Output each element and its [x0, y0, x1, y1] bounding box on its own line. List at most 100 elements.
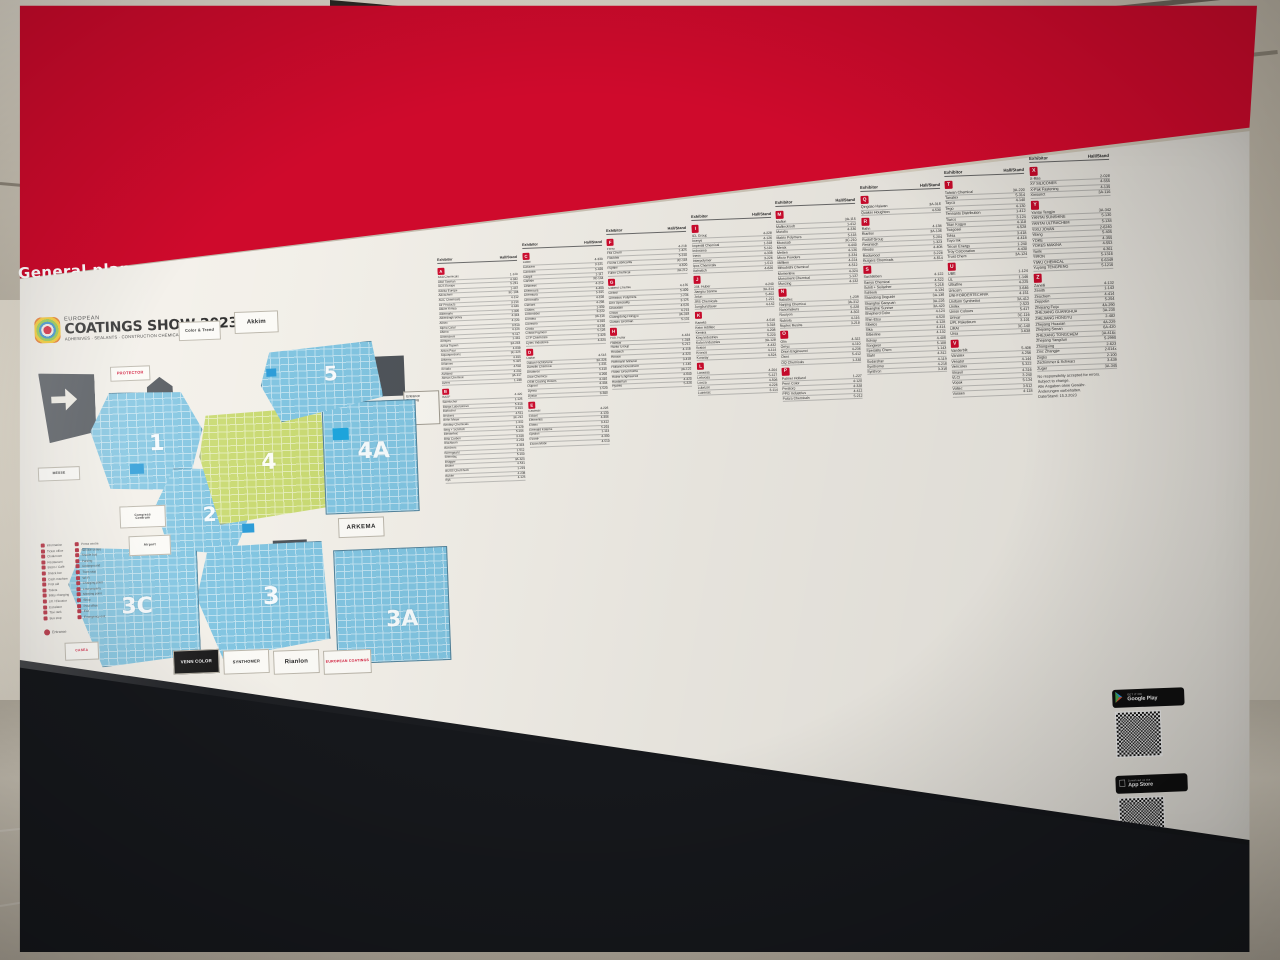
exhibitor-name: Hallstar: [610, 340, 622, 345]
legend-label: Shuttle bus: [81, 552, 98, 558]
exhibitor-stand: 1-143: [936, 345, 946, 351]
hall-4[interactable]: 4: [198, 407, 330, 526]
legend-item: Wi-Fi: [76, 575, 103, 580]
legend-item: Snack bar: [41, 571, 69, 576]
hall-3A[interactable]: 3A: [333, 546, 452, 665]
exhibitor-stand: 1-513: [763, 260, 773, 266]
exhibitor-stand: 4-412: [853, 388, 863, 393]
hall-4A[interactable]: 4A: [321, 399, 420, 515]
exhibitor-name: Cytec Industries: [525, 341, 549, 346]
sponsor-logo-akkim[interactable]: Akkim: [233, 310, 279, 334]
exhibitor-name: Gustav Grolman: [609, 320, 634, 325]
legend-label: Parking: [81, 558, 93, 563]
highlighted-stand[interactable]: [266, 368, 277, 377]
exhibitor-row[interactable]: Ursa 3-638: [950, 329, 1031, 338]
exhibitor-name: Rutgers Chemicals: [862, 257, 893, 263]
exhibitor-stand: 4-136: [847, 247, 858, 252]
exhibitor-name: Heubach: [610, 350, 624, 355]
exhibitor-row[interactable]: Trust Chem 3A-124: [947, 252, 1028, 262]
sponsor-logo-casea[interactable]: CASEA: [64, 641, 100, 661]
exhibitor-name: Yuyang TENGFENG: [1032, 264, 1069, 271]
exhibitor-stand: 4-524: [767, 352, 777, 357]
exhibitor-stand: 4-640: [683, 371, 692, 376]
section-letter-badge: Y: [1030, 200, 1040, 210]
exhibitor-stand: 3A-312: [847, 299, 860, 305]
section-letter-badge: J: [692, 275, 701, 284]
sponsor-logo-color-trend[interactable]: Color & Trend: [178, 320, 221, 342]
exhibitor-stand: 5-130: [1100, 213, 1111, 218]
exhibitor-stand: 4-555: [1099, 179, 1110, 184]
exhibitor-name: Albemarle: [439, 312, 453, 316]
legend-item: Bistro / Café: [41, 565, 69, 570]
exhibitor-stand: 4-336: [847, 226, 857, 232]
exhibitor-stand: 4-110: [851, 341, 861, 346]
sponsor-logo-venn-color[interactable]: VENN COLOR: [172, 648, 220, 675]
exhibitor-stand: 1-239: [849, 294, 859, 299]
sponsor-logo-european-coatings[interactable]: EUROPEAN COATINGS: [322, 649, 372, 675]
exhibitor-stand: 3-439: [1106, 357, 1117, 363]
map-note-box[interactable]: Airport: [128, 534, 172, 557]
exhibitor-stand: 3A-416c: [1100, 330, 1116, 335]
sponsor-logo-protector[interactable]: PROTECTOR: [109, 365, 151, 382]
legend-icon: [76, 570, 81, 575]
exhibitor-name: Americhem: [439, 335, 456, 339]
legend-label: Lift / Elevator: [48, 598, 68, 604]
exhibitor-stand: 3-218: [850, 320, 860, 325]
column-header-exhibitor: Exhibitor: [775, 198, 793, 205]
exhibitor-stand: 3-318: [766, 322, 775, 327]
sponsor-logo-arkema[interactable]: ARKEMA: [337, 516, 385, 539]
legend-item: Cash machine: [41, 576, 69, 582]
google-play-badge[interactable]: GET IT ON Google Play: [1112, 687, 1185, 708]
exhibitor-name: Lanxess: [696, 370, 710, 376]
legend-icon: [75, 547, 80, 552]
exhibitor-name: Guangdong Hongyu: [609, 315, 639, 320]
exhibitor-stand: 5-216: [934, 282, 944, 288]
legend-icon: [75, 564, 81, 569]
column-header-stand: Hall/Stand: [1087, 152, 1109, 159]
exhibitor-name: Zhejiang Yangdun: [1035, 337, 1067, 343]
column-header-exhibitor: Exhibitor: [521, 242, 538, 248]
exhibitor-stand: 4-135: [1099, 184, 1110, 190]
exhibitor-name: Flacktek: [607, 256, 620, 261]
exhibitor-stand: 3A-420: [932, 303, 945, 309]
legend-icon: [77, 614, 83, 619]
exhibitor-name: Bruker: [444, 464, 455, 469]
legend-label: Information: [46, 542, 63, 548]
map-note-box[interactable]: Congress Centrum: [119, 504, 167, 529]
exhibitor-name: Anhui Topwin: [440, 344, 459, 348]
hall-3[interactable]: 3: [195, 541, 331, 660]
exhibitor-name: Munzing: [778, 280, 792, 286]
sponsor-logo-synthomer[interactable]: SYNTHOMER: [222, 648, 270, 675]
exhibitor-row[interactable]: Vossen 4-118: [952, 389, 1033, 398]
map-note-box[interactable]: MESSE: [37, 466, 81, 482]
legend-label: Exit: [83, 608, 90, 614]
exhibitor-name: Ineos: [692, 253, 701, 258]
exhibitor-name: Nouryon: [779, 312, 793, 317]
exhibitor-name: Arlanxeo: [441, 362, 454, 367]
highlighted-stand[interactable]: [242, 523, 255, 533]
highlighted-stand[interactable]: [332, 427, 349, 441]
hall-map-region[interactable]: EUROPEAN COATINGS SHOW 2023 ADHESIVES · …: [26, 302, 460, 698]
app-store-badge[interactable]:  Download on the App Store: [1115, 773, 1188, 794]
sponsor-logo-rianlon[interactable]: Rianlon: [272, 648, 320, 675]
section-letter-badge: I: [690, 225, 699, 233]
highlighted-stand[interactable]: [129, 463, 145, 475]
legend-item: Press centre: [75, 541, 102, 547]
exhibitor-stand: 4A-229: [1102, 319, 1115, 324]
exhibitor-stand: 4-414: [1103, 291, 1114, 296]
exhibitor-stand: 2-014x: [1104, 346, 1117, 352]
exhibitor-name: Aquaspersions: [440, 353, 461, 358]
legend-item: Exit: [77, 608, 105, 614]
exhibitor-name: Jotun: [693, 294, 703, 299]
hall-number: 3: [262, 581, 281, 611]
exhibitor-name: Shin-Etsu: [864, 316, 881, 322]
exhibitor-stand: 5-110: [763, 245, 772, 251]
google-play-qr-code[interactable]: [1114, 710, 1163, 758]
exhibitor-stand: 4-224: [597, 338, 606, 343]
apple-icon: : [1118, 779, 1126, 790]
exhibitor-stand: 5-138: [1101, 218, 1112, 224]
exhibitor-name: Rockwood: [862, 252, 880, 258]
exhibitor-stand: 5-108: [936, 340, 946, 346]
legend-item: Cloakroom: [41, 554, 68, 559]
